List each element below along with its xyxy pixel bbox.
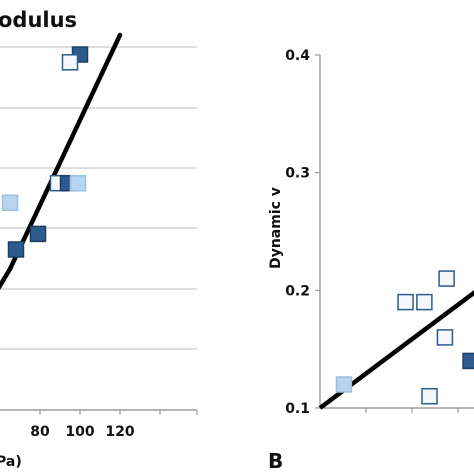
panel-b-point [397,293,414,311]
panel-a-x-tick-label: 80 [30,424,50,440]
panel-a-x-ticks: 80 100 120 [30,424,135,440]
panel-a-x-axis-label: Pa) [0,454,22,470]
panel-b-axes [315,54,474,413]
panel-a-x-tick-label: 120 [105,424,134,440]
panel-a-fit-line-group [0,32,123,291]
panel-b-y-axis-label: Dynamic v [268,187,284,269]
panel-a-point [69,174,87,192]
panel-b-point [335,376,353,393]
panel-b-points [335,270,474,405]
panel-b-letter: B [268,449,283,473]
panel-a-point [61,54,79,71]
panel-b: B Dynamic v 0.4 0.3 0.2 0.1 [268,48,474,473]
panel-a-points [1,46,89,258]
panel-b-y-ticks: 0.4 0.3 0.2 0.1 [285,48,310,417]
panel-a-title: odulus [0,8,77,32]
panel-b-point [462,352,474,370]
panel-b-y-tick-label: 0.2 [285,283,310,299]
panel-a-fit-line-extension [0,267,12,291]
panel-a-point [29,225,47,243]
panel-a-point [7,241,25,258]
panel-b-point [421,387,438,405]
panel-b-point [438,270,455,287]
panel-b-point [416,293,433,311]
panel-a-x-tick-label: 100 [65,424,94,440]
panel-a-fit-line [7,32,123,272]
panel-b-y-tick-label: 0.3 [285,166,310,182]
panel-b-point [436,329,454,346]
panel-a-point [1,194,19,211]
panel-b-y-tick-label: 0.1 [285,401,310,417]
panel-b-y-tick-label: 0.4 [285,48,310,64]
panel-a: odulus 80 100 120 Pa) [0,8,198,470]
